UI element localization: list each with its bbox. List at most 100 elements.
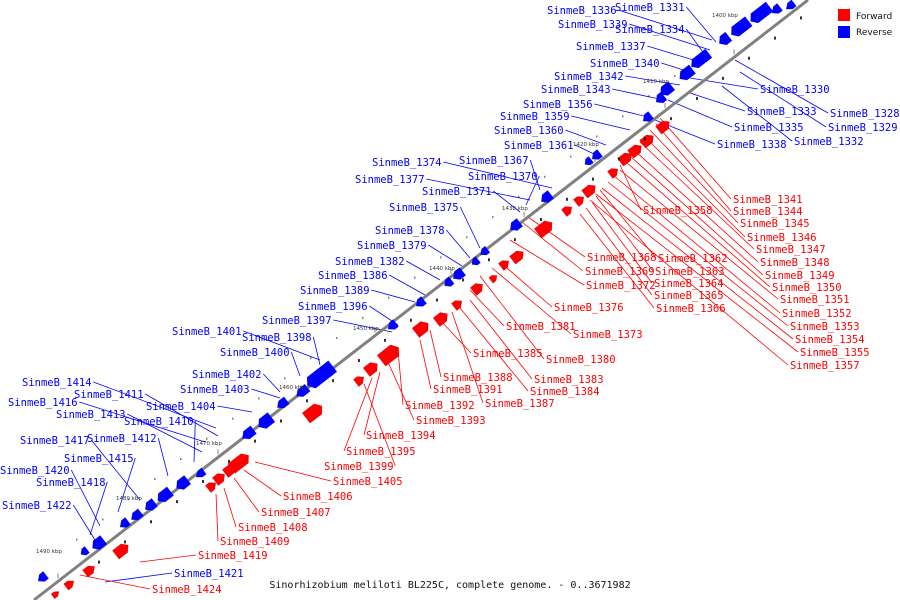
strand-mark: [128, 498, 130, 501]
forward-gene-leader: [579, 213, 655, 309]
reverse-gene-label: SinmeB_1402: [192, 369, 262, 381]
reverse-gene-arrow: [785, 0, 797, 10]
strand-mark: [540, 217, 542, 221]
reverse-gene-label: SinmeB_1367: [459, 155, 529, 167]
forward-gene-leader: [643, 135, 746, 238]
forward-gene-leader: [649, 129, 739, 224]
strand-mark: [362, 316, 364, 319]
forward-gene-leader: [451, 311, 484, 404]
forward-gene-leader: [459, 307, 529, 392]
forward-gene-leader: [595, 193, 799, 353]
reverse-gene-arrow: [691, 48, 713, 69]
reverse-gene-label: SinmeB_1330: [760, 84, 830, 96]
strand-mark: [410, 318, 412, 322]
forward-gene-leader: [243, 469, 282, 497]
strand-mark: [488, 258, 490, 262]
reverse-gene-arrow: [452, 267, 467, 280]
forward-gene-label: SinmeB_1362: [658, 253, 728, 265]
forward-gene-label: SinmeB_1408: [238, 522, 308, 534]
reverse-gene-label: SinmeB_1414: [22, 377, 92, 389]
forward-gene-leader: [215, 493, 219, 542]
strand-mark: [206, 437, 208, 440]
reverse-gene-leader: [689, 92, 746, 112]
reverse-gene-label: SinmeB_1412: [87, 433, 157, 445]
forward-gene-leader: [469, 299, 533, 380]
reverse-gene-label: SinmeB_1398: [242, 332, 312, 344]
kbp-tick-label: 1490 kbp: [36, 549, 62, 555]
reverse-gene-label: SinmeB_1342: [554, 71, 624, 83]
reverse-gene-label: SinmeB_1378: [375, 225, 445, 237]
reverse-gene-arrow: [130, 508, 144, 521]
reverse-gene-label: SinmeB_1335: [734, 122, 804, 134]
strand-mark: [154, 478, 156, 481]
map-caption: Sinorhizobium meliloti BL225C, complete …: [269, 580, 630, 591]
strand-mark: [462, 278, 464, 282]
reverse-gene-leader: [685, 6, 717, 43]
forward-gene-leader: [491, 267, 572, 335]
forward-gene-arrow: [362, 362, 378, 377]
forward-gene-arrow: [211, 473, 226, 486]
reverse-gene-label: SinmeB_1403: [180, 384, 250, 396]
label-leaders: [70, 6, 829, 590]
reverse-gene-label: SinmeB_1417: [20, 435, 90, 447]
forward-gene-arrow: [581, 184, 596, 199]
forward-gene-arrow: [432, 312, 448, 327]
strand-mark: [388, 296, 390, 299]
forward-gene-label: SinmeB_1385: [473, 348, 543, 360]
reverse-gene-leader: [428, 244, 463, 267]
forward-gene-label: SinmeB_1358: [643, 205, 713, 217]
forward-gene-label: SinmeB_1364: [654, 278, 724, 290]
gene-features: [37, 0, 802, 600]
strand-mark: [306, 399, 308, 403]
strand-mark: [518, 195, 520, 198]
strand-mark: [670, 117, 672, 121]
reverse-gene-arrow: [258, 412, 276, 429]
forward-gene-label: SinmeB_1357: [790, 360, 860, 372]
forward-gene-leader: [607, 181, 789, 327]
reverse-gene-label: SinmeB_1343: [541, 84, 611, 96]
strand-mark: [466, 236, 468, 239]
reverse-gene-arrow: [92, 535, 108, 550]
reverse-gene-arrow: [37, 571, 50, 582]
reverse-gene-leader: [445, 229, 471, 259]
reverse-gene-leader: [290, 351, 301, 377]
reverse-gene-leader: [565, 129, 607, 146]
forward-gene-label: SinmeB_1399: [324, 461, 394, 473]
strand-mark: [384, 338, 386, 342]
reverse-gene-leader: [571, 115, 631, 131]
reverse-gene-arrow: [480, 245, 491, 256]
forward-gene-label: SinmeB_1368: [587, 252, 657, 264]
forward-gene-label: SinmeB_1380: [546, 354, 616, 366]
forward-gene-label: SinmeB_1365: [654, 290, 724, 302]
forward-gene-label: SinmeB_1406: [283, 491, 353, 503]
reverse-gene-leader: [493, 190, 521, 213]
kbp-ticks: 1400 kbp 1410 kbp 1420 kbp 1430 kbp 1440 kbp…: [36, 13, 738, 579]
reverse-gene-leader: [127, 413, 203, 453]
reverse-gene-arrow: [415, 296, 428, 307]
reverse-gene-label: SinmeB_1418: [36, 477, 106, 489]
forward-gene-arrow: [221, 465, 236, 478]
reverse-gene-label: SinmeB_1397: [262, 315, 332, 327]
reverse-gene-label: SinmeB_1400: [220, 347, 290, 359]
forward-gene-leader: [363, 371, 381, 436]
forward-gene-label: SinmeB_1347: [756, 244, 826, 256]
forward-gene-label: SinmeB_1373: [573, 329, 643, 341]
forward-gene-leader: [363, 383, 396, 467]
reverse-gene-arrow: [509, 218, 524, 231]
reverse-gene-label: SinmeB_1338: [717, 139, 787, 151]
reverse-gene-arrow: [718, 31, 733, 46]
forward-gene-arrow: [572, 196, 585, 207]
reverse-gene-label: SinmeB_1339: [558, 19, 628, 31]
forward-gene-label: SinmeB_1424: [152, 584, 222, 596]
forward-gene-leader: [655, 123, 732, 212]
forward-gene-arrow: [655, 120, 670, 135]
reverse-gene-leader: [612, 88, 665, 101]
reverse-gene-leader: [625, 75, 681, 86]
reverse-gene-label: SinmeB_1413: [56, 409, 126, 421]
forward-gene-arrow: [376, 344, 400, 367]
forward-gene-leader: [521, 221, 584, 272]
reverse-gene-arrow: [471, 256, 481, 266]
forward-gene-leader: [387, 361, 415, 421]
legend-swatch-forward: [838, 9, 850, 21]
legend-swatch-reverse: [838, 26, 850, 38]
